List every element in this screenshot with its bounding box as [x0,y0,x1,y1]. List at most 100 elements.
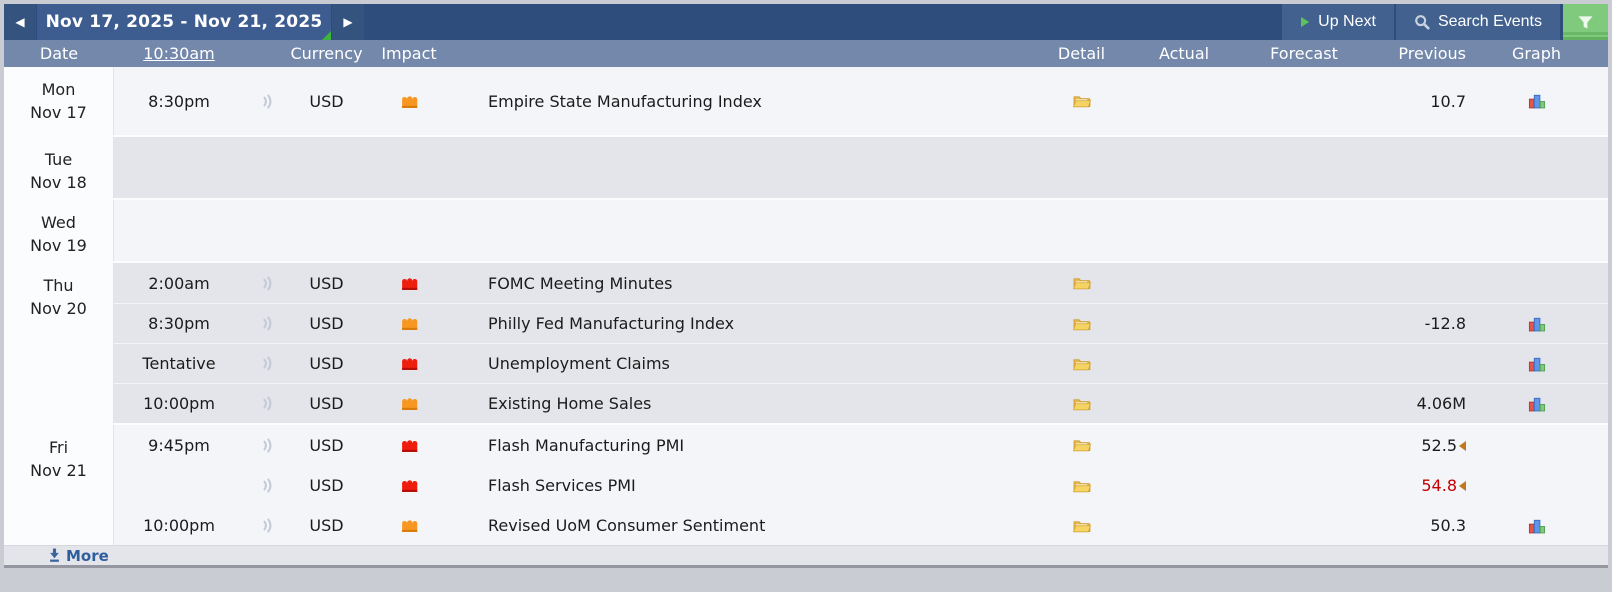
event-row[interactable]: 8:30pm USD Philly Fed Manufacturing Index -… [114,303,1608,343]
graph-icon[interactable] [1528,356,1546,372]
day-block: Fri Nov 21 9:45pm USD Flash Manufacturing PM… [4,423,1608,545]
open-detail-folder-icon[interactable] [1072,518,1091,534]
event-currency: USD [309,516,344,535]
day-name: Wed [41,213,76,232]
event-cell-impact [364,477,454,494]
sound-alert-icon[interactable] [261,315,273,332]
day-events [114,137,1608,198]
previous-value: 50.3 [1430,516,1466,535]
event-cell-sound [244,395,289,412]
event-cell-sound [244,477,289,494]
event-row[interactable]: 10:00pm USD Revised UoM Consumer Sentiment… [114,505,1608,545]
event-previous: 10.7 [1369,92,1474,111]
impact-high-icon [400,275,419,292]
day-events: 2:00am USD FOMC Meeting Minutes 8:30pm USD Ph… [114,263,1608,423]
current-time-link[interactable]: 10:30am [143,44,215,63]
sound-alert-icon[interactable] [261,477,273,494]
revised-marker-icon [1459,481,1466,491]
event-cell-detail [1034,478,1129,494]
column-header-detail: Detail [1057,44,1106,63]
sound-alert-icon[interactable] [261,395,273,412]
graph-icon[interactable] [1528,316,1546,332]
date-range-label: Nov 17, 2025 - Nov 21, 2025 [45,12,323,32]
event-title[interactable]: Existing Home Sales [488,394,652,413]
event-row[interactable]: Tentative USD Unemployment Claims [114,343,1608,383]
column-header-forecast: Forecast [1270,44,1338,63]
day-name: Tue [44,150,73,169]
open-detail-folder-icon[interactable] [1072,437,1091,453]
event-title[interactable]: FOMC Meeting Minutes [488,273,673,293]
day-name: Mon [41,80,76,99]
day-block: Thu Nov 20 2:00am USD FOMC Meeting Minutes 8:… [4,261,1608,423]
sound-alert-icon[interactable] [261,275,273,292]
more-bar: More [4,545,1608,565]
prev-week-button[interactable]: ◀ [4,4,36,40]
up-next-button[interactable]: Up Next [1282,4,1394,40]
event-row[interactable]: 10:00pm USD Existing Home Sales 4.06M [114,383,1608,423]
previous-value: 54.8 [1421,476,1457,495]
day-date: Nov 19 [30,236,87,255]
economic-calendar: ◀ Nov 17, 2025 - Nov 21, 2025 ▶ Up Next … [4,4,1608,568]
event-previous: 4.06M [1369,394,1474,413]
day-block: Tue Nov 18 [4,135,1608,198]
event-time: 8:30pm [148,314,210,333]
event-previous: -12.8 [1369,314,1474,333]
open-detail-folder-icon[interactable] [1072,316,1091,332]
event-currency: USD [309,314,344,333]
previous-value: -12.8 [1424,314,1466,333]
event-cell-graph [1474,396,1599,412]
sound-alert-icon[interactable] [261,517,273,534]
play-icon [1300,16,1310,28]
calendar-body: Mon Nov 17 8:30pm USD Empire State Manufactu… [4,67,1608,545]
event-cell-graph [1474,518,1599,534]
open-detail-folder-icon[interactable] [1072,478,1091,494]
event-cell-detail [1034,275,1129,291]
event-currency: USD [309,394,344,413]
event-cell-sound [244,93,289,110]
event-title[interactable]: Flash Manufacturing PMI [488,435,685,455]
event-title[interactable]: Revised UoM Consumer Sentiment [488,516,766,535]
event-title[interactable]: Empire State Manufacturing Index [488,91,762,111]
sound-alert-icon[interactable] [261,355,273,372]
column-header-previous: Previous [1398,44,1466,63]
open-detail-folder-icon[interactable] [1072,93,1091,109]
event-cell-impact [364,275,454,292]
event-title[interactable]: Philly Fed Manufacturing Index [488,314,735,333]
open-detail-folder-icon[interactable] [1072,396,1091,412]
event-cell-detail [1034,396,1129,412]
search-events-button[interactable]: Search Events [1395,4,1560,40]
sound-alert-icon[interactable] [261,93,273,110]
event-row[interactable]: 8:30pm USD Empire State Manufacturing Inde… [114,67,1608,135]
event-cell-detail [1034,437,1129,453]
calendar-toolbar: ◀ Nov 17, 2025 - Nov 21, 2025 ▶ Up Next … [4,4,1608,40]
date-range-selector[interactable]: Nov 17, 2025 - Nov 21, 2025 [37,4,331,40]
event-row[interactable]: USD Flash Services PMI 54.8 [114,465,1608,505]
event-row[interactable]: 2:00am USD FOMC Meeting Minutes [114,263,1608,303]
filter-button[interactable] [1563,4,1608,40]
expand-more-icon [48,548,61,563]
event-title[interactable]: Unemployment Claims [488,354,670,373]
event-time: 9:45pm [148,435,210,455]
event-title[interactable]: Flash Services PMI [488,476,636,495]
column-header-graph: Graph [1511,44,1562,63]
day-name: Thu [43,276,74,295]
day-name: Fri [48,438,69,457]
sound-alert-icon[interactable] [261,437,273,454]
date-cell: Wed Nov 19 [4,200,114,261]
graph-icon[interactable] [1528,93,1546,109]
event-time: Tentative [142,354,216,373]
event-cell-sound [244,437,289,454]
day-date: Nov 17 [30,103,87,122]
event-previous: 52.5 [1369,436,1474,455]
impact-medium-icon [400,315,419,332]
column-header-row: Date 10:30am Currency Impact Detail Actu… [4,40,1608,67]
graph-icon[interactable] [1528,518,1546,534]
more-link[interactable]: More [48,547,109,565]
date-range-corner-icon [322,31,331,40]
open-detail-folder-icon[interactable] [1072,275,1091,291]
event-row[interactable]: 9:45pm USD Flash Manufacturing PMI 52.5 [114,425,1608,465]
graph-icon[interactable] [1528,396,1546,412]
next-week-button[interactable]: ▶ [332,4,364,40]
previous-value: 4.06M [1416,394,1466,413]
open-detail-folder-icon[interactable] [1072,356,1091,372]
